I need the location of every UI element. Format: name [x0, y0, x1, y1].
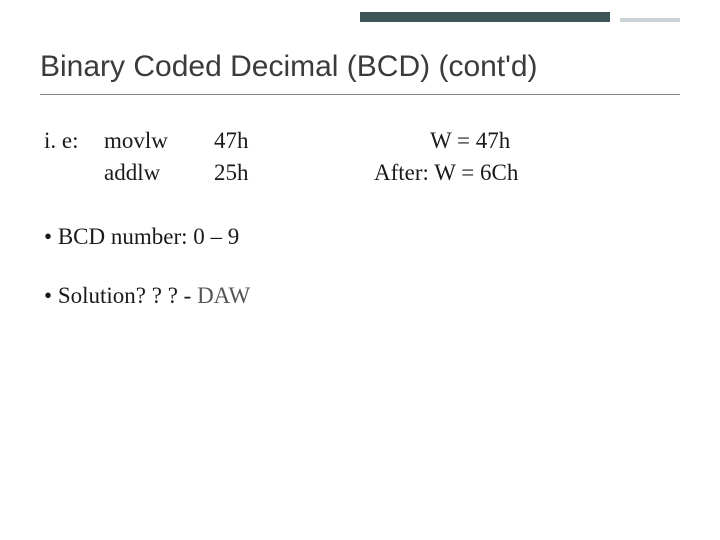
code-arg-col: 47h 25h	[214, 125, 314, 189]
solution-daw: DAW	[197, 283, 250, 308]
bullet-solution: Solution? ? ? - DAW	[44, 280, 680, 312]
code-label-col: i. e:	[44, 125, 104, 189]
opcode-1: movlw	[104, 125, 214, 157]
solution-prefix: Solution? ? ? -	[58, 283, 197, 308]
arg-1: 47h	[214, 125, 314, 157]
result-2: After: W = 6Ch	[374, 157, 680, 189]
code-opcode-col: movlw addlw	[104, 125, 214, 189]
accent-bar-light	[620, 18, 680, 22]
slide-body: i. e: movlw addlw 47h 25h W = 47h After:…	[40, 125, 680, 312]
bullet-bcd-range: BCD number: 0 – 9	[44, 221, 680, 253]
accent-bar-dark	[360, 12, 610, 22]
arg-2: 25h	[214, 157, 314, 189]
top-accent-bars	[360, 0, 720, 24]
slide-content: Binary Coded Decimal (BCD) (cont'd) i. e…	[0, 0, 720, 312]
code-label: i. e:	[44, 125, 104, 157]
result-1: W = 47h	[374, 125, 680, 157]
slide-title: Binary Coded Decimal (BCD) (cont'd)	[40, 50, 680, 95]
code-example: i. e: movlw addlw 47h 25h W = 47h After:…	[40, 125, 680, 189]
code-result-col: W = 47h After: W = 6Ch	[314, 125, 680, 189]
opcode-2: addlw	[104, 157, 214, 189]
